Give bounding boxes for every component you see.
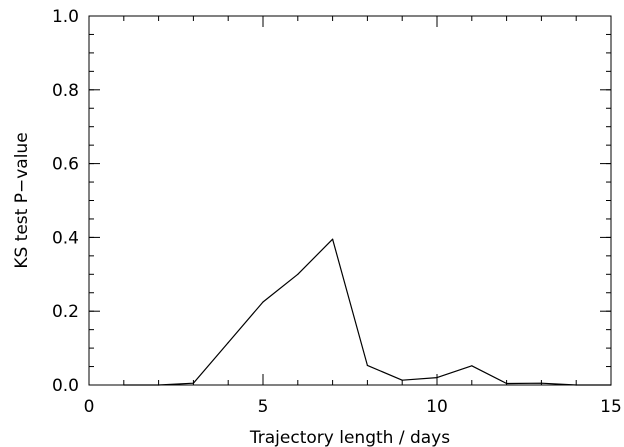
x-tick-label: 0 — [84, 397, 95, 417]
x-axis-label: Trajectory length / days — [249, 428, 450, 447]
x-tick-label: 10 — [426, 397, 448, 417]
series-point — [262, 301, 264, 303]
minor-ticks — [88, 15, 612, 386]
y-tick-label: 0.8 — [52, 81, 79, 101]
series-point — [401, 379, 403, 381]
y-tick-label: 0.4 — [52, 228, 79, 248]
series-point — [192, 382, 194, 384]
series-point — [297, 273, 299, 275]
major-ticks — [88, 15, 612, 386]
series-layer — [123, 238, 612, 386]
plot-frame — [88, 15, 612, 386]
x-tick-label: 15 — [600, 397, 622, 417]
series-point — [540, 382, 543, 384]
series-point — [436, 377, 438, 379]
x-tick-label: 5 — [258, 397, 269, 417]
series-point — [366, 364, 368, 367]
y-axis-label: KS test P−value — [12, 132, 32, 268]
tick-labels: 0 5 10 15 0.0 0.2 0.4 0.6 0.8 1.0 — [52, 7, 622, 417]
y-tick-label: 0.0 — [52, 376, 79, 396]
series-point — [471, 365, 473, 367]
series-point — [227, 341, 229, 344]
series-point — [506, 382, 508, 385]
y-tick-label: 1.0 — [52, 7, 79, 27]
series-line — [123, 238, 611, 386]
series-point — [332, 238, 334, 240]
y-tick-label: 0.6 — [52, 155, 79, 175]
y-tick-label: 0.2 — [52, 302, 79, 322]
